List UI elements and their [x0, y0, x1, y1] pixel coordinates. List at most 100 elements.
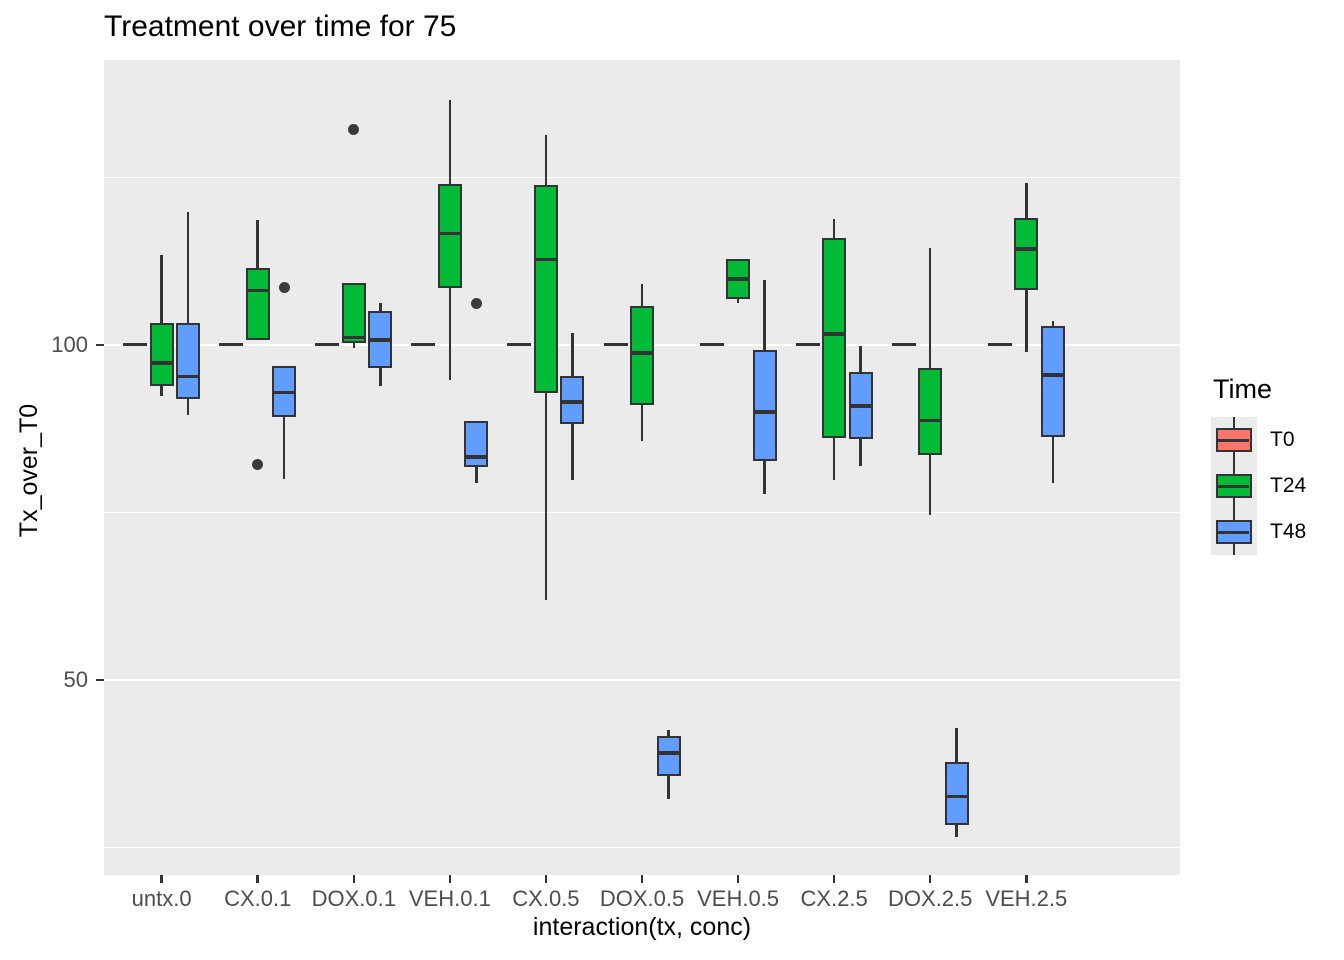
box-T24-VEH.0.1: [437, 183, 462, 288]
whisker-upper-T48-DOX.0.5: [667, 729, 670, 737]
legend-keys: T0 T24 T48: [1211, 417, 1306, 555]
x-tick-mark: [1025, 875, 1028, 883]
median-T24-VEH.0.1: [437, 231, 462, 236]
plot-panel: [104, 60, 1180, 875]
box-T24-CX.0.1: [245, 268, 270, 341]
legend-swatch-T0: [1216, 428, 1252, 452]
boxplot-dash-T0-DOX.0.1: [315, 343, 340, 347]
x-tick-label: VEH.2.5: [985, 886, 1068, 911]
whisker-upper-T24-CX.2.5: [832, 218, 836, 238]
whisker-lower-T48-VEH.2.5: [1051, 436, 1055, 483]
x-tick-mark: [832, 875, 836, 883]
box-T48-DOX.2.5: [944, 762, 969, 825]
x-tick-label: CX.2.5: [800, 886, 868, 911]
boxplot-dash-T0-DOX.0.5: [603, 343, 628, 347]
x-tick-label: DOX.0.1: [311, 886, 396, 911]
x-tick-label: untx.0: [131, 886, 192, 911]
legend: Time T0 T24 T48: [1211, 374, 1306, 555]
median-T48-untx.0: [176, 374, 201, 379]
median-T24-DOX.0.1: [341, 335, 366, 340]
x-tick-mark: [160, 875, 163, 883]
box-T48-DOX.0.5: [656, 736, 681, 777]
legend-label-T24: T24: [1270, 474, 1307, 497]
median-T24-CX.0.5: [533, 257, 558, 262]
y-axis-title-text: Tx_over_T0: [15, 403, 44, 537]
whisker-upper-T48-CX.2.5: [859, 345, 862, 372]
x-tick-label: CX.0.1: [224, 886, 292, 911]
box-T24-VEH.2.5: [1014, 218, 1039, 290]
median-T24-untx.0: [149, 361, 174, 365]
whisker-upper-T24-CX.0.1: [256, 219, 259, 269]
whisker-lower-T24-CX.0.5: [544, 393, 548, 600]
whisker-upper-T24-VEH.0.1: [448, 99, 452, 184]
box-T48-VEH.2.5: [1040, 326, 1065, 437]
legend-label-T48: T48: [1270, 520, 1307, 543]
whisker-upper-T24-CX.0.5: [544, 135, 548, 185]
whisker-lower-T48-VEH.0.1: [475, 466, 478, 483]
legend-title: Time: [1213, 374, 1272, 404]
y-tick-label: 100: [51, 331, 88, 357]
legend-item-T0: T0: [1211, 417, 1306, 463]
legend-key-T0: [1211, 417, 1257, 463]
x-tick-label: DOX.0.5: [599, 886, 685, 911]
whisker-upper-T48-VEH.2.5: [1051, 321, 1055, 327]
boxplot-dash-T0-CX.2.5: [795, 343, 820, 347]
whisker-lower-T24-DOX.2.5: [928, 454, 932, 516]
gridline-major: [104, 678, 1180, 682]
whisker-lower-T48-DOX.0.1: [379, 368, 382, 387]
legend-label-T0: T0: [1270, 428, 1295, 451]
x-tick-mark: [256, 875, 259, 883]
whisker-upper-T24-DOX.2.5: [928, 248, 932, 369]
median-T48-VEH.0.5: [752, 410, 777, 414]
median-T48-VEH.2.5: [1040, 373, 1065, 377]
whisker-lower-T24-VEH.0.1: [448, 287, 452, 380]
y-tick-mark: [96, 678, 104, 682]
boxplot-dash-T0-CX.0.1: [219, 343, 244, 347]
whisker-lower-T24-untx.0: [160, 385, 163, 397]
median-T24-VEH.2.5: [1014, 247, 1039, 251]
x-tick-label: VEH.0.1: [408, 886, 491, 911]
gridline-minor: [104, 176, 1180, 178]
whisker-lower-T48-CX.0.1: [282, 416, 286, 479]
legend-item-T48: T48: [1211, 509, 1306, 555]
legend-swatch-median-T0: [1218, 439, 1249, 442]
box-T48-untx.0: [176, 323, 201, 400]
box-T24-untx.0: [149, 322, 174, 386]
whisker-upper-T48-CX.0.5: [571, 333, 574, 377]
legend-key-T24: [1211, 463, 1257, 509]
box-T24-CX.0.5: [533, 184, 558, 394]
legend-item-T24: T24: [1211, 463, 1306, 509]
x-tick-label: CX.0.5: [512, 886, 580, 911]
median-T24-DOX.0.5: [630, 351, 654, 355]
whisker-lower-T48-VEH.0.5: [763, 460, 766, 495]
median-T48-CX.2.5: [848, 404, 873, 408]
box-T24-CX.2.5: [822, 237, 847, 438]
x-tick-label: VEH.0.5: [697, 886, 780, 911]
x-axis-title: interaction(tx, conc): [532, 913, 752, 941]
whisker-upper-T48-VEH.0.5: [763, 279, 766, 350]
x-tick-mark: [448, 875, 452, 883]
box-T24-DOX.0.5: [630, 305, 654, 406]
median-T24-VEH.0.5: [726, 277, 751, 281]
outlier-dot-T24-DOX.0.1: [348, 123, 360, 135]
median-T48-CX.0.1: [272, 390, 297, 395]
boxplot-dash-T0-CX.0.5: [507, 343, 532, 347]
whisker-upper-T48-untx.0: [186, 212, 190, 324]
y-tick-mark: [96, 343, 104, 347]
legend-swatch-median-T48: [1218, 531, 1249, 534]
boxplot-dash-T0-untx.0: [123, 343, 148, 347]
box-T48-VEH.0.5: [752, 349, 777, 461]
whisker-lower-T24-CX.2.5: [832, 438, 836, 480]
gridline-minor: [104, 846, 1180, 849]
whisker-lower-T48-CX.2.5: [859, 439, 862, 467]
whisker-lower-T24-VEH.0.5: [736, 299, 740, 304]
legend-swatch-T24: [1216, 474, 1252, 498]
whisker-lower-T48-DOX.2.5: [955, 824, 958, 837]
whisker-upper-T24-VEH.2.5: [1025, 183, 1028, 219]
x-tick-label: DOX.2.5: [888, 886, 973, 911]
whisker-upper-T48-DOX.0.1: [379, 302, 382, 312]
x-tick-mark: [928, 875, 932, 883]
median-T48-CX.0.5: [560, 400, 585, 404]
gridline-minor: [104, 511, 1180, 514]
